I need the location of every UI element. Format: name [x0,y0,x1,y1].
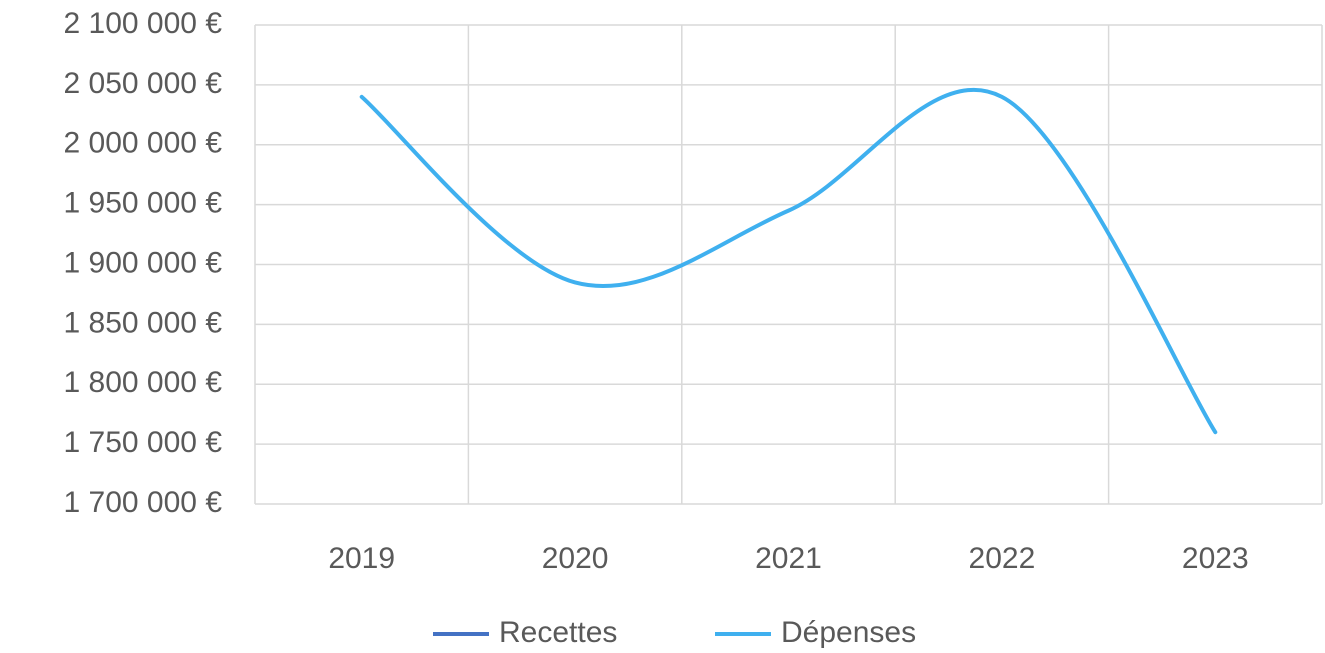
y-tick-label: 2 100 000 € [64,7,223,40]
x-tick-label: 2019 [328,542,395,575]
y-tick-label: 1 950 000 € [64,187,223,220]
y-tick-label: 1 800 000 € [64,366,223,399]
y-tick-label: 1 700 000 € [64,486,223,519]
x-tick-label: 2020 [542,542,609,575]
x-tick-label: 2023 [1182,542,1249,575]
y-tick-label: 1 750 000 € [64,426,223,459]
legend-label: Recettes [499,616,617,649]
y-tick-label: 1 900 000 € [64,246,223,279]
x-tick-label: 2022 [969,542,1036,575]
y-tick-label: 2 050 000 € [64,67,223,100]
x-tick-label: 2021 [755,542,822,575]
y-tick-label: 1 850 000 € [64,306,223,339]
y-tick-label: 2 000 000 € [64,127,223,160]
legend-label: Dépenses [781,616,916,649]
series-line [359,88,1218,435]
